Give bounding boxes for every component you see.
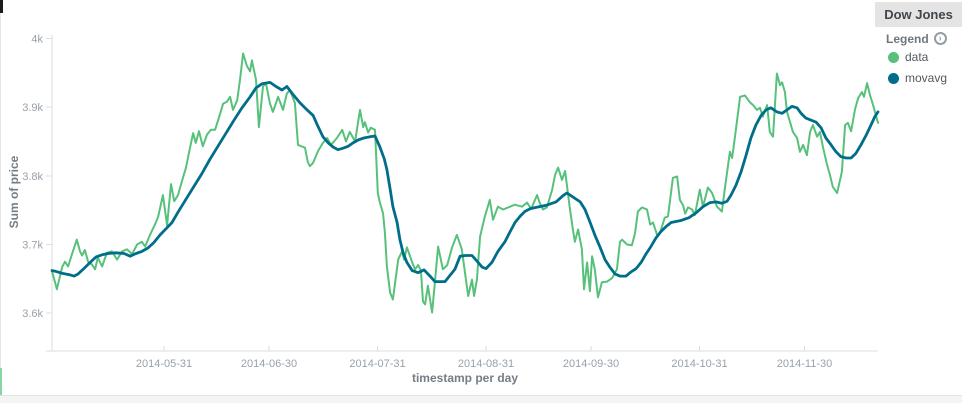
legend-item-movavg[interactable]: movavg: [875, 67, 962, 88]
svg-text:4k: 4k: [31, 33, 43, 45]
svg-text:2014-06-30: 2014-06-30: [241, 358, 297, 370]
panel-title[interactable]: Dow Jones: [875, 2, 962, 27]
legend-collapse-icon[interactable]: ›: [933, 32, 947, 45]
legend-toggle[interactable]: Legend ›: [875, 31, 962, 46]
cropped-ui-fragment: [0, 0, 3, 13]
legend-item-label: movavg: [905, 71, 948, 85]
legend-title: Legend: [886, 31, 929, 46]
legend-item-label: data: [905, 50, 929, 64]
svg-text:3.6k: 3.6k: [22, 308, 43, 320]
legend: Legend › data movavg: [875, 31, 962, 88]
y-axis-title: Sum of price: [7, 155, 21, 229]
svg-text:2014-05-31: 2014-05-31: [136, 358, 192, 370]
svg-text:2014-07-31: 2014-07-31: [349, 358, 405, 370]
svg-text:3.9k: 3.9k: [22, 102, 43, 114]
series-color-dot: [888, 72, 899, 84]
series-color-dot: [888, 51, 899, 63]
legend-item-data[interactable]: data: [875, 46, 962, 67]
footer-strip: [0, 395, 962, 403]
svg-text:3.8k: 3.8k: [22, 171, 43, 183]
svg-text:2014-11-30: 2014-11-30: [777, 358, 832, 370]
left-edge-divider: [0, 0, 1, 403]
svg-text:2014-08-31: 2014-08-31: [458, 358, 514, 370]
svg-text:2014-10-31: 2014-10-31: [671, 358, 727, 370]
svg-text:2014-09-30: 2014-09-30: [563, 358, 619, 370]
x-axis-title: timestamp per day: [411, 371, 519, 385]
svg-text:3.7k: 3.7k: [22, 240, 43, 252]
cropped-sparkline-fragment: [0, 368, 2, 396]
